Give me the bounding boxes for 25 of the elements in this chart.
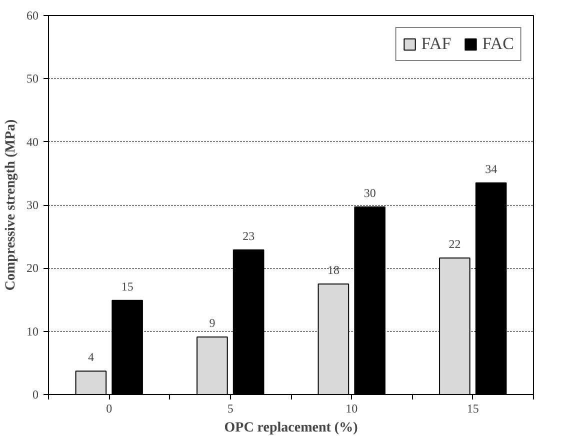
data-label: 9 <box>209 316 216 330</box>
data-label: 15 <box>121 279 134 294</box>
y-tick-label: 60 <box>26 8 38 22</box>
x-axis-title: OPC replacement (%) <box>224 420 358 436</box>
y-axis-title: Compressive strength (MPa) <box>4 118 18 291</box>
y-tick-label: 30 <box>26 198 38 212</box>
y-tick-label: 10 <box>26 324 38 338</box>
data-label: 22 <box>448 237 461 252</box>
data-label: 30 <box>364 186 376 200</box>
bar <box>196 336 228 394</box>
data-label: 4 <box>88 350 94 364</box>
x-tick-label: 10 <box>346 402 358 416</box>
x-tick-label: 15 <box>466 402 479 416</box>
x-tick-label: 0 <box>106 402 112 416</box>
y-tick-label: 40 <box>26 134 38 149</box>
data-label: 34 <box>485 162 498 176</box>
y-tick-label: 20 <box>26 261 38 276</box>
legend-label: FAC <box>482 34 514 54</box>
y-tick-label: 50 <box>26 72 38 86</box>
bar <box>75 370 107 394</box>
data-label: 18 <box>327 262 340 277</box>
y-tick-label: 0 <box>32 388 38 402</box>
data-label: 23 <box>242 228 255 243</box>
x-tick-label: 5 <box>227 402 234 416</box>
legend-label: FAF <box>421 34 452 54</box>
